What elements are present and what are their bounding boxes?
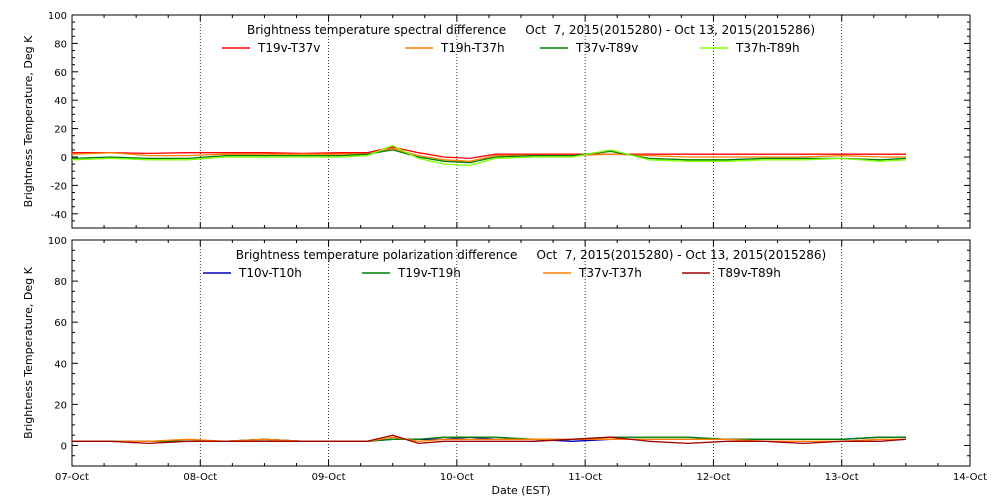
- x-tick-label: 10-Oct: [440, 472, 474, 483]
- series-line: [71, 149, 906, 164]
- legend-label: T37v-T89v: [575, 41, 638, 55]
- x-tick-label: 11-Oct: [568, 472, 602, 483]
- y-tick-label: -20: [51, 181, 67, 192]
- y-axis-label: Brightness Temperature, Deg K: [22, 35, 35, 207]
- y-tick-label: 0: [61, 441, 67, 452]
- x-tick-label: 07-Oct: [55, 472, 89, 483]
- legend-label: T10v-T10h: [238, 266, 302, 280]
- y-tick-label: 100: [48, 236, 67, 247]
- y-tick-label: -40: [51, 210, 67, 221]
- legend-label: T19h-T37h: [440, 41, 505, 55]
- x-tick-label: 13-Oct: [825, 472, 859, 483]
- plot-frame-2: [71, 239, 971, 467]
- chart-title: Brightness temperature polarization diff…: [236, 248, 826, 262]
- plot-frame-1: [71, 14, 971, 229]
- legend-label: T37h-T89h: [735, 41, 800, 55]
- legend-label: T19v-T37v: [257, 41, 320, 55]
- legend-label: T89v-T89h: [717, 266, 781, 280]
- y-tick-label: 60: [54, 68, 67, 79]
- y-tick-label: 20: [54, 125, 67, 136]
- y-tick-label: 100: [48, 11, 67, 22]
- series-line: [72, 434, 906, 445]
- series-line: [71, 147, 906, 162]
- x-tick-label: 09-Oct: [312, 472, 346, 483]
- x-tick-label: 12-Oct: [696, 472, 730, 483]
- legend-label: T37v-T37h: [578, 266, 642, 280]
- series-line: [71, 144, 906, 167]
- y-tick-label: 60: [54, 318, 67, 329]
- y-tick-label: 40: [54, 359, 67, 370]
- chart-title: Brightness temperature spectral differen…: [247, 23, 815, 37]
- x-tick-label: 14-Oct: [953, 472, 987, 483]
- y-tick-label: 20: [54, 400, 67, 411]
- series-line: [72, 146, 906, 160]
- y-tick-label: 80: [54, 277, 67, 288]
- x-tick-label: 08-Oct: [183, 472, 217, 483]
- x-axis-label: Date (EST): [491, 484, 550, 497]
- y-tick-label: 80: [54, 39, 67, 50]
- y-axis-label: Brightness Temperature, Deg K: [22, 266, 35, 438]
- legend-label: T19v-T19h: [397, 266, 461, 280]
- y-tick-label: 40: [54, 96, 67, 107]
- y-tick-label: 0: [61, 153, 67, 164]
